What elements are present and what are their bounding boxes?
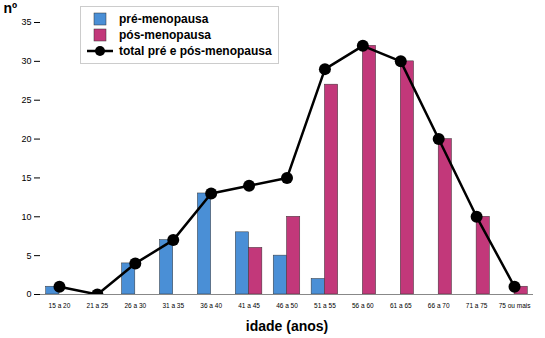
svg-text:10: 10 [21,212,31,222]
svg-text:66 a 70: 66 a 70 [428,302,450,309]
svg-text:51 a 55: 51 a 55 [314,302,336,309]
svg-text:25: 25 [21,95,31,105]
svg-text:36 a 40: 36 a 40 [200,302,222,309]
svg-text:nº: nº [4,0,18,16]
svg-text:5: 5 [26,251,31,261]
svg-text:71 a 75: 71 a 75 [466,302,488,309]
html-text:total pré e pós-menopausa: total pré e pós-menopausa [119,44,272,58]
svg-text:26 a 30: 26 a 30 [124,302,146,309]
html-text:pós-menopausa: pós-menopausa [119,28,211,42]
svg-text:idade (anos): idade (anos) [246,318,328,334]
svg-text:35: 35 [21,17,31,27]
svg-text:31 a 35: 31 a 35 [162,302,184,309]
svg-text:0: 0 [26,289,31,299]
svg-text:61 a 65: 61 a 65 [390,302,412,309]
svg-text:20: 20 [21,134,31,144]
svg-text:21 a 25: 21 a 25 [87,302,109,309]
svg-text:30: 30 [21,56,31,66]
html-text:pré-menopausa: pré-menopausa [119,12,209,26]
svg-text:46 a 50: 46 a 50 [276,302,298,309]
svg-text:15 a 20: 15 a 20 [49,302,71,309]
svg-text:41 a 45: 41 a 45 [238,302,260,309]
svg-text:75 ou mais: 75 ou mais [499,302,532,309]
svg-text:56 a 60: 56 a 60 [352,302,374,309]
svg-text:15: 15 [21,173,31,183]
